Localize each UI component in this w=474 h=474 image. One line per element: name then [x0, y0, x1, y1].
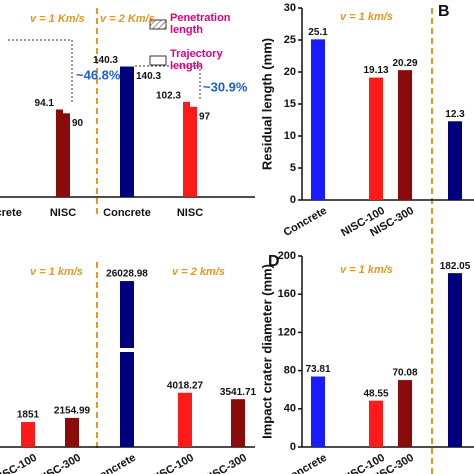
y-tick-label: 0 — [290, 194, 296, 206]
x-tick-label: Concrete — [282, 452, 329, 474]
y-tick-label: 10 — [284, 130, 296, 142]
bar — [448, 273, 462, 447]
value-label: 19.13 — [363, 65, 388, 76]
value-label: 140.3 — [136, 71, 161, 82]
y-tick-label: 80 — [284, 365, 296, 377]
y-tick-label: 40 — [284, 403, 296, 415]
group-label: v = 2 Km/s — [100, 13, 155, 25]
legend-swatch — [149, 19, 167, 30]
x-tick-label: NISC — [50, 207, 76, 219]
value-label: 1851 — [17, 410, 40, 421]
bar — [448, 121, 462, 200]
value-label: 102.3 — [156, 91, 181, 102]
bar — [120, 66, 127, 197]
value-label: 20.29 — [392, 58, 417, 69]
bar — [190, 106, 197, 197]
y-tick-label: 25 — [284, 34, 296, 46]
value-label: 140.3 — [93, 55, 118, 66]
x-tick-label: NISC-100 — [148, 452, 196, 474]
value-label: 90 — [72, 118, 84, 129]
x-tick-label: NISC-100 — [0, 452, 39, 474]
annotation: ~46.8% — [76, 67, 121, 82]
bar — [178, 392, 192, 447]
value-label: 4018.27 — [167, 380, 204, 391]
group-label: v = 1 km/s — [340, 11, 393, 23]
bar — [369, 77, 383, 200]
legend-entry: Penetration length — [170, 12, 231, 36]
y-tick-label: 15 — [284, 98, 296, 110]
y-tick-label: 0 — [290, 441, 296, 453]
bar — [56, 109, 63, 197]
y-tick-label: 20 — [284, 66, 296, 78]
bar — [120, 281, 134, 447]
legend-text: Trajectory length — [170, 48, 223, 72]
guide-line — [8, 39, 73, 104]
bar — [21, 422, 35, 447]
value-label: 26028.98 — [106, 269, 148, 280]
bar — [183, 101, 190, 197]
x-tick-label: NISC-300 — [201, 452, 249, 474]
value-label: 70.08 — [392, 368, 417, 379]
panel-label: B — [438, 3, 450, 20]
value-label: 48.55 — [363, 388, 388, 399]
value-label: 12.3 — [445, 109, 465, 120]
bar — [398, 380, 412, 447]
value-label: 25.1 — [308, 27, 328, 38]
annotation: ~30.9% — [203, 79, 248, 94]
x-tick-label: Concrete — [282, 205, 329, 239]
guide-line — [135, 65, 201, 100]
panel-label: D — [268, 253, 280, 270]
legend-entry: Trajectory length — [170, 48, 223, 72]
y-tick-label: 200 — [278, 250, 296, 262]
legend-text: Penetration length — [170, 12, 231, 36]
value-label: 73.81 — [305, 364, 330, 375]
axis-break — [119, 348, 135, 352]
bar — [398, 70, 412, 200]
value-label: 94.1 — [35, 98, 55, 109]
bar — [65, 417, 79, 447]
group-label: v = 1 km/s — [30, 266, 83, 278]
value-label: 97 — [199, 111, 211, 122]
value-label: 182.05 — [440, 261, 471, 272]
x-tick-label: Concrete — [0, 207, 22, 219]
value-label: 3541.71 — [220, 387, 257, 398]
x-tick-label: Concrete — [103, 207, 151, 219]
y-axis-title: Impact crater diameter (mm) — [259, 264, 274, 439]
group-label: v = 1 km/s — [340, 264, 393, 276]
bar — [231, 399, 245, 447]
value-label: 2154.99 — [54, 406, 91, 417]
y-tick-label: 5 — [290, 162, 296, 174]
bar — [127, 66, 134, 197]
x-tick-label: NISC-300 — [35, 452, 83, 474]
bar — [369, 400, 383, 447]
bar — [63, 113, 70, 197]
bar — [311, 39, 325, 200]
group-label: v = 1 Km/s — [30, 13, 85, 25]
y-axis-title: Residual length (mm) — [259, 38, 274, 170]
x-tick-label: Concrete — [91, 452, 138, 474]
legend-swatch — [149, 55, 167, 66]
group-label: v = 2 km/s — [172, 266, 225, 278]
y-tick-label: 160 — [278, 288, 296, 300]
bar — [311, 376, 325, 447]
y-tick-label: 30 — [284, 2, 296, 14]
x-tick-label: NISC — [177, 207, 203, 219]
y-tick-label: 120 — [278, 326, 296, 338]
